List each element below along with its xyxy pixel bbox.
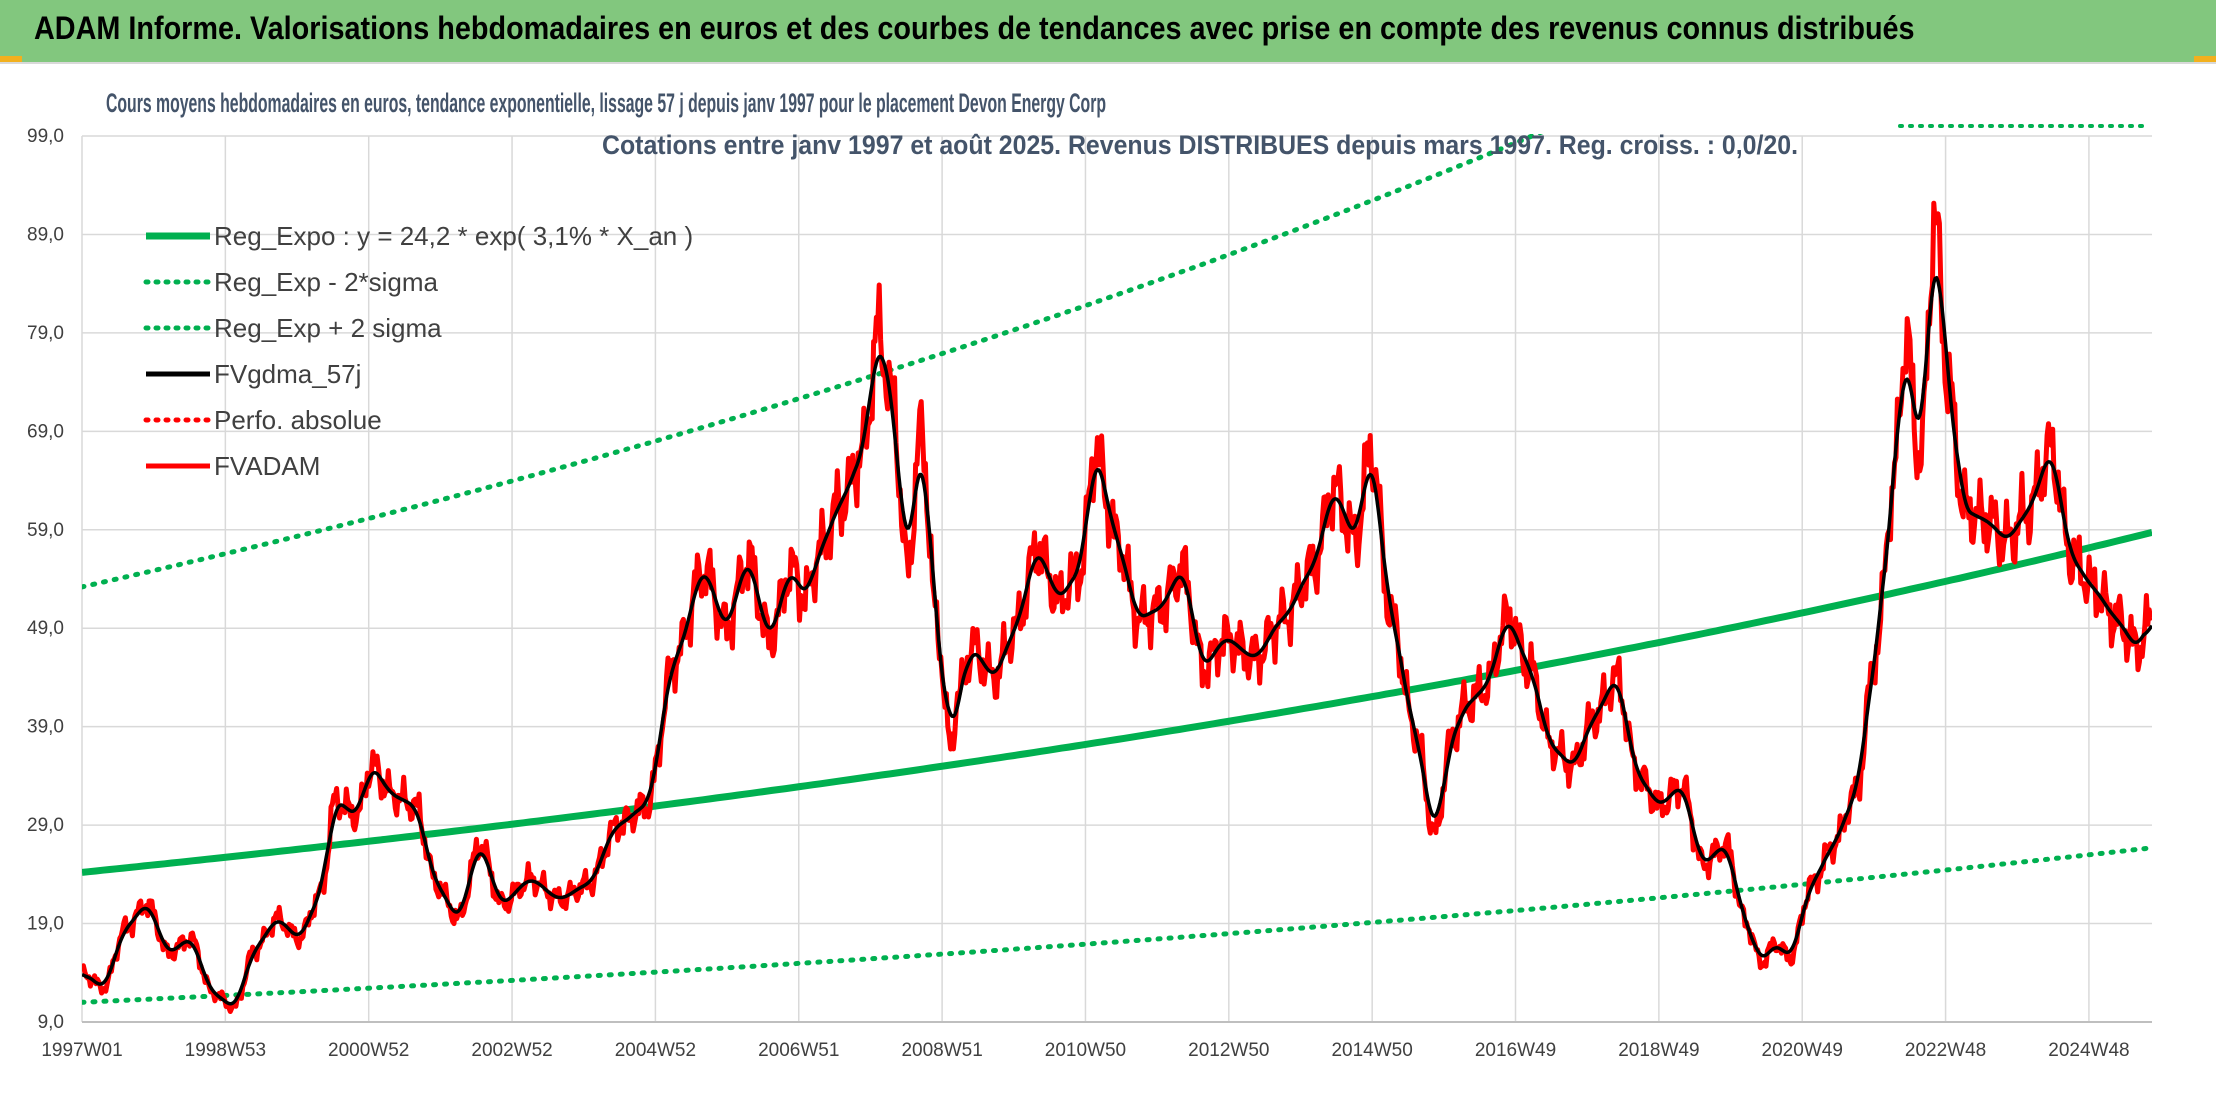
chart-subtitle-line2: Cotations entre janv 1997 et août 2025. … (602, 130, 1798, 160)
series-reg-minus-2sigma (82, 845, 2152, 1005)
y-tick-label: 69,0 (27, 421, 64, 442)
y-tick-label: 89,0 (27, 224, 64, 245)
y-tick-label: 59,0 (27, 520, 64, 541)
legend-label: FVADAM (214, 451, 320, 481)
banner-corner-right (2194, 56, 2216, 62)
series-reg-expo (82, 529, 2152, 876)
x-tick-label: 2010W50 (1045, 1040, 1126, 1061)
y-tick-label: 39,0 (27, 717, 64, 738)
y-tick-label: 99,0 (27, 126, 64, 147)
y-tick-label: 79,0 (27, 323, 64, 344)
x-tick-label: 2020W49 (1762, 1040, 1843, 1061)
chart-legend: Reg_Expo : y = 24,2 * exp( 3,1% * X_an )… (143, 221, 693, 481)
banner-corner-left (0, 56, 22, 62)
x-tick-label: 2018W49 (1618, 1040, 1699, 1061)
report-title: ADAM Informe. Valorisations hebdomadaire… (34, 10, 1915, 46)
x-tick-label: 2016W49 (1475, 1040, 1556, 1061)
y-tick-label: 29,0 (27, 815, 64, 836)
x-tick-label: 2012W50 (1188, 1040, 1269, 1061)
y-tick-label: 19,0 (27, 914, 64, 935)
x-tick-label: 2024W48 (2048, 1040, 2129, 1061)
chart: 99,089,079,069,059,049,039,029,019,09,0 … (27, 88, 2152, 1061)
legend-label: Reg_Exp + 2 sigma (214, 313, 442, 343)
x-tick-label: 2008W51 (901, 1040, 982, 1061)
x-tick-label: 2004W52 (615, 1040, 696, 1061)
legend-label: FVgdma_57j (214, 359, 361, 389)
series-reg-plus-2sigma (82, 134, 1544, 590)
x-axis-ticks: 1997W01 1998W53 2000W52 2002W52 2004W52 2006W… (41, 1040, 2129, 1061)
y-tick-label: 9,0 (38, 1012, 64, 1033)
x-tick-label: 2002W52 (471, 1040, 552, 1061)
y-axis-ticks: 99,0 89,0 79,0 69,0 59,0 49,0 39,0 29,0 19,0 9,0 (27, 126, 64, 1033)
y-tick-label: 49,0 (27, 618, 64, 639)
legend-label: Reg_Exp - 2*sigma (214, 267, 439, 297)
series-fvgdma-57j (82, 275, 2152, 1006)
x-tick-label: 2006W51 (758, 1040, 839, 1061)
x-tick-label: 1998W53 (185, 1040, 266, 1061)
plot-area (82, 134, 2152, 1014)
x-tick-label: 2022W48 (1905, 1040, 1986, 1061)
x-tick-label: 2014W50 (1331, 1040, 1412, 1061)
chart-subtitle-line1: Cours moyens hebdomadaires en euros, ten… (106, 88, 1106, 118)
legend-label: Reg_Expo : y = 24,2 * exp( 3,1% * X_an ) (214, 221, 693, 251)
x-tick-label: 1997W01 (41, 1040, 122, 1061)
x-tick-label: 2000W52 (328, 1040, 409, 1061)
report-banner: ADAM Informe. Valorisations hebdomadaire… (0, 0, 2216, 64)
legend-label: Perfo. absolue (214, 405, 382, 435)
